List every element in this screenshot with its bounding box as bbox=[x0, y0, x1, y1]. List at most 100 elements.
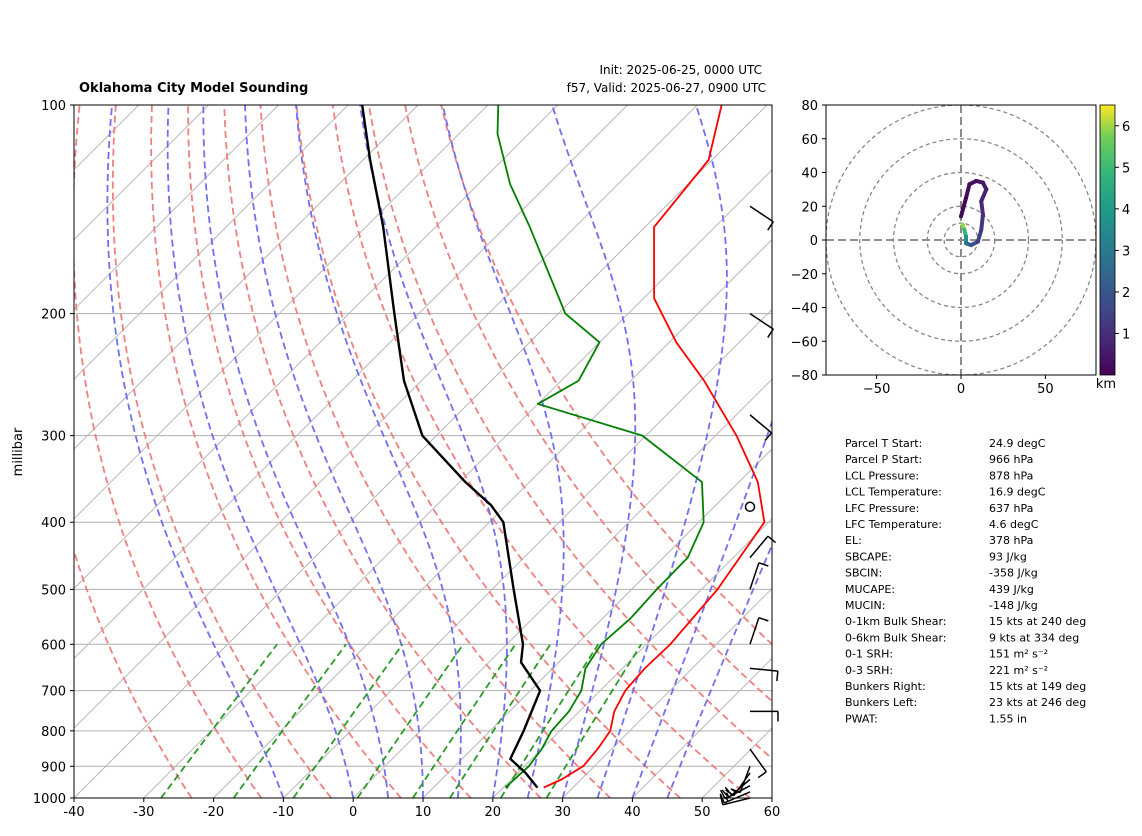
colorbar bbox=[1099, 104, 1116, 376]
wind-barb bbox=[749, 748, 767, 779]
hodo-x-tick-label: 0 bbox=[957, 382, 965, 397]
hodograph-axes: −50 0 50 −80 −60 −40 −20 0 20 40 60 80 bbox=[791, 99, 1054, 397]
param-label: MUCAPE: bbox=[845, 583, 895, 596]
hodo-y-tick-label: 40 bbox=[801, 167, 818, 182]
y-tick-label: 800 bbox=[41, 725, 66, 740]
wind-barb bbox=[749, 414, 773, 441]
param-value: 4.6 degC bbox=[989, 518, 1039, 531]
isotherm-line bbox=[771, 797, 772, 798]
hodo-y-tick-label: −60 bbox=[791, 335, 818, 350]
isotherm-line bbox=[562, 587, 772, 798]
moist-adiabat bbox=[166, 105, 355, 798]
barb-flag bbox=[764, 432, 773, 441]
param-value: 9 kts at 334 deg bbox=[989, 631, 1079, 644]
isotherm-line bbox=[74, 105, 489, 520]
param-value: 23 kts at 246 deg bbox=[989, 696, 1086, 709]
isotherm-line bbox=[143, 169, 772, 798]
x-tick-label: -40 bbox=[63, 805, 84, 820]
param-value: 93 J/kg bbox=[989, 550, 1027, 563]
dry-adiabat bbox=[331, 105, 751, 798]
barb-flag bbox=[757, 771, 767, 779]
param-label: EL: bbox=[845, 534, 862, 547]
wind-barb bbox=[730, 766, 751, 794]
barb-shaft bbox=[749, 617, 760, 645]
y-tick-label: 100 bbox=[41, 99, 66, 114]
isotherm-line bbox=[74, 105, 628, 660]
dry-adiabat bbox=[150, 105, 402, 798]
param-label: LFC Temperature: bbox=[845, 518, 942, 531]
y-axis-label: millibar bbox=[11, 427, 26, 476]
barb-flag bbox=[719, 789, 726, 800]
wind-barb bbox=[749, 667, 779, 682]
param-label: PWAT: bbox=[845, 712, 878, 725]
param-value: 16.9 degC bbox=[989, 486, 1046, 499]
chart-title: Oklahoma City Model Sounding bbox=[79, 81, 308, 96]
colorbar-tick-label: 2 bbox=[1122, 286, 1130, 301]
dry-adiabat bbox=[74, 548, 193, 798]
dry-adiabat bbox=[367, 105, 772, 760]
y-tick-label: 900 bbox=[41, 760, 66, 775]
param-label: SBCIN: bbox=[845, 567, 882, 580]
wind-barb bbox=[749, 205, 774, 231]
param-value: 15 kts at 149 deg bbox=[989, 680, 1086, 693]
skewt-plot: -40 -30 -20 -10 0 10 20 30 40 50 60 100 200 300 400 500… bbox=[11, 99, 780, 820]
param-value: 439 J/kg bbox=[989, 583, 1034, 596]
hodo-y-tick-label: 20 bbox=[801, 200, 818, 215]
barb-shaft bbox=[749, 312, 774, 330]
barb-shaft bbox=[749, 667, 778, 672]
barb-shaft bbox=[739, 766, 751, 793]
moist-adiabat bbox=[295, 105, 462, 798]
moist-adiabat bbox=[631, 419, 772, 798]
x-tick-label: -30 bbox=[133, 805, 154, 820]
moist-adiabat bbox=[441, 105, 565, 798]
x-tick-label: 40 bbox=[624, 805, 641, 820]
isotherm-line bbox=[632, 657, 772, 798]
hodograph-segment bbox=[975, 227, 984, 244]
isotherm-line bbox=[283, 308, 772, 798]
isotherm-line bbox=[701, 727, 772, 798]
param-value: 966 hPa bbox=[989, 453, 1033, 466]
x-tick-label: 20 bbox=[485, 805, 502, 820]
isotherm-line bbox=[213, 238, 772, 798]
param-value: -358 J/kg bbox=[989, 567, 1038, 580]
param-label: 0-6km Bulk Shear: bbox=[845, 631, 947, 644]
dry-adiabat bbox=[295, 105, 681, 798]
hodo-y-tick-label: 80 bbox=[801, 99, 818, 114]
param-label: LFC Pressure: bbox=[845, 502, 919, 515]
isotherm-line bbox=[74, 105, 209, 241]
isotherm-line bbox=[492, 518, 772, 798]
param-value: 378 hPa bbox=[989, 534, 1033, 547]
x-tick-label: 0 bbox=[349, 805, 357, 820]
colorbar-ticks: 1 2 3 4 5 6 bbox=[1115, 120, 1130, 342]
param-value: 1.55 in bbox=[989, 712, 1027, 725]
hodograph-segment bbox=[979, 187, 989, 204]
colorbar-tick-label: 5 bbox=[1122, 161, 1130, 176]
param-value: 221 m² s⁻² bbox=[989, 664, 1048, 677]
skewt-background-lines bbox=[74, 105, 772, 798]
calm-circle bbox=[744, 501, 756, 513]
mixing-ratio-line bbox=[356, 643, 464, 798]
x-tick-label: 10 bbox=[415, 805, 432, 820]
skewt-frame bbox=[73, 104, 773, 799]
param-label: Bunkers Left: bbox=[845, 696, 917, 709]
valid-time: f57, Valid: 2025-06-27, 0900 UTC bbox=[567, 81, 766, 95]
barb-flag bbox=[725, 789, 735, 797]
x-tick-label: 60 bbox=[764, 805, 781, 820]
barb-shaft bbox=[722, 797, 751, 806]
moist-adiabat bbox=[244, 105, 424, 798]
barb-shaft bbox=[749, 535, 769, 559]
wind-barb bbox=[750, 710, 779, 722]
param-value: -148 J/kg bbox=[989, 599, 1038, 612]
sounding-parameters: Parcel T Start: 24.9 degC Parcel P Start: 9… bbox=[845, 437, 1086, 725]
skewt-axes: -40 -30 -20 -10 0 10 20 30 40 50 60 100 200 300 400 500… bbox=[33, 99, 780, 820]
hodograph-trace bbox=[959, 178, 989, 248]
init-time: Init: 2025-06-25, 0000 UTC bbox=[599, 63, 762, 77]
mixing-ratio-line bbox=[292, 643, 404, 798]
colorbar-label: km bbox=[1096, 377, 1116, 392]
param-label: MUCIN: bbox=[845, 599, 885, 612]
mixing-ratio-line bbox=[160, 643, 278, 798]
colorbar-tick-label: 1 bbox=[1122, 327, 1130, 342]
hodograph-segment bbox=[959, 195, 969, 219]
wind-barb bbox=[744, 501, 756, 513]
dry-adiabat bbox=[259, 105, 612, 798]
